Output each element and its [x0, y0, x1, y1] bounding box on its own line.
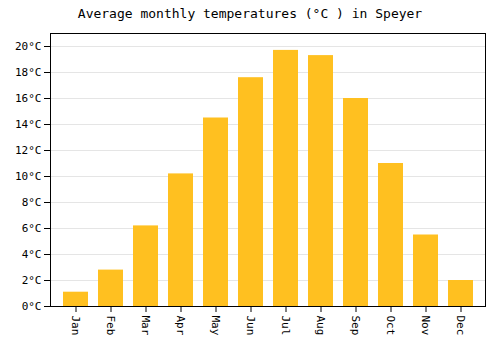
- svg-text:2°C: 2°C: [22, 274, 42, 287]
- svg-text:Apr: Apr: [174, 316, 187, 336]
- svg-text:20°C: 20°C: [15, 40, 42, 53]
- svg-text:10°C: 10°C: [15, 170, 42, 183]
- svg-text:12°C: 12°C: [15, 144, 42, 157]
- svg-text:Aug: Aug: [314, 316, 327, 336]
- svg-text:Jan: Jan: [69, 316, 82, 336]
- svg-text:Sep: Sep: [349, 316, 362, 336]
- svg-text:4°C: 4°C: [22, 248, 42, 261]
- svg-text:18°C: 18°C: [15, 66, 42, 79]
- svg-text:6°C: 6°C: [22, 222, 42, 235]
- svg-text:16°C: 16°C: [15, 92, 42, 105]
- svg-text:May: May: [209, 316, 222, 336]
- svg-text:0°C: 0°C: [22, 300, 42, 313]
- svg-text:Jun: Jun: [244, 316, 257, 336]
- svg-text:Nov: Nov: [419, 316, 432, 336]
- svg-text:Dec: Dec: [454, 316, 467, 336]
- svg-text:14°C: 14°C: [15, 118, 42, 131]
- svg-text:Mar: Mar: [139, 316, 152, 336]
- html-text:Average monthly temperatures (: Average monthly temperatures (°C ) in Sp…: [77, 6, 423, 21]
- svg-text:Feb: Feb: [104, 316, 117, 336]
- svg-text:8°C: 8°C: [22, 196, 42, 209]
- svg-text:Jul: Jul: [279, 316, 292, 336]
- svg-text:Oct: Oct: [384, 316, 397, 336]
